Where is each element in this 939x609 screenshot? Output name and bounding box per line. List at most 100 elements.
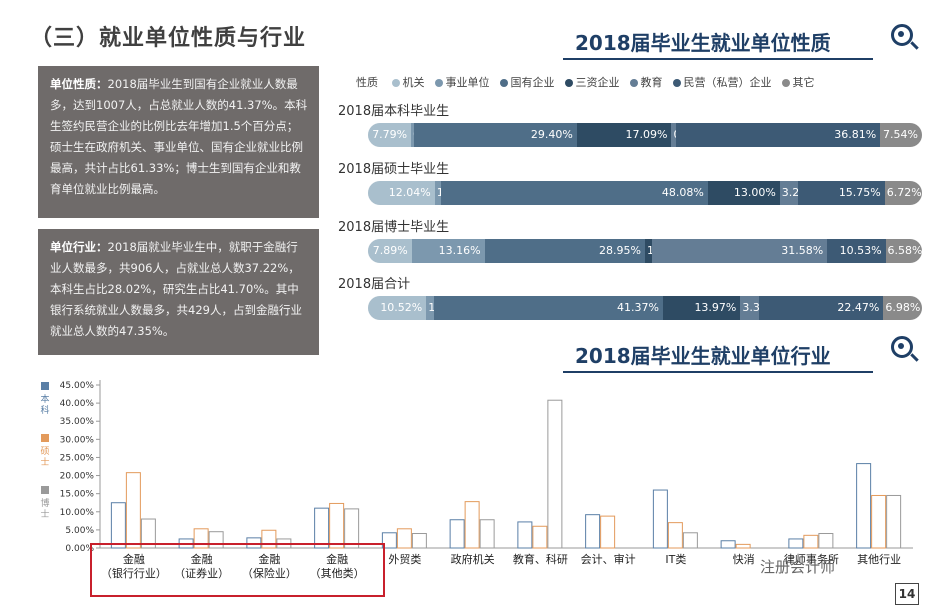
bar <box>652 489 668 549</box>
bar-segment <box>484 239 646 263</box>
data-label: 7.89% <box>372 244 408 257</box>
watermark: 注册会计师 <box>760 558 836 576</box>
x-tick-label: （其他类） <box>310 566 365 580</box>
heading-unit-industry: 2018届毕业生就业单位行业 <box>563 340 873 373</box>
panel-industry-text: 2018届就业毕业生中，就职于金融行业人数最多，共906人，占就业总人数37.2… <box>50 240 302 338</box>
legend-swatch <box>41 486 49 494</box>
x-tick-label: 教育、科研 <box>513 552 568 566</box>
legend-label: 其它 <box>792 76 815 89</box>
bar-segment <box>441 181 709 205</box>
panel-industry-label: 单位行业： <box>50 240 108 254</box>
stacked-bar: 7.79%0.50%29.40%17.09%0.88%36.81%7.54% <box>368 123 922 147</box>
legend-label: 本 <box>40 393 49 405</box>
legend-label: 硕 <box>40 446 49 457</box>
y-tick-label: 35.00% <box>60 417 95 427</box>
bar <box>600 515 616 549</box>
legend-item: 三资企业 <box>564 76 620 89</box>
y-tick-label: 10.00% <box>60 508 95 518</box>
data-label: 7.79% <box>372 128 408 141</box>
bar-segment <box>779 181 799 205</box>
data-label: 6.72% <box>886 186 922 199</box>
bar <box>246 537 262 549</box>
x-tick-label: 金融 <box>326 552 348 566</box>
x-tick-label: 快消 <box>733 552 755 566</box>
bar-segment <box>740 296 760 320</box>
panel-unit-nature: 单位性质：2018届毕业生到国有企业就业人数最多，达到1007人，占总就业人数的… <box>38 66 319 218</box>
heading-nature-text: 2018届毕业生就业单位性质 <box>575 31 831 55</box>
row-label: 2018届博士毕业生 <box>338 220 450 235</box>
x-tick-label: （银行行业） <box>101 566 167 580</box>
legend-swatch <box>41 382 49 390</box>
bar <box>871 494 887 549</box>
bar-segment <box>368 123 413 147</box>
legend-swatch <box>41 434 49 442</box>
bar <box>464 501 480 549</box>
data-label: 13.16% <box>438 244 481 257</box>
bar-segment <box>707 181 781 205</box>
bar-segment <box>884 181 922 205</box>
bar-segment <box>426 296 435 320</box>
bar-segment <box>368 296 428 320</box>
x-tick-label: （保险业） <box>242 566 297 580</box>
heading-nature-underline <box>563 58 873 60</box>
legend-item: 机关 <box>391 76 425 89</box>
row-label: 2018届合计 <box>338 277 411 292</box>
bar <box>735 543 751 549</box>
y-tick-label: 30.00% <box>60 435 95 445</box>
bar <box>396 528 412 549</box>
data-label: 29.40% <box>530 128 573 141</box>
bar-segment <box>368 239 413 263</box>
bar-segment <box>576 123 673 147</box>
bar-segment <box>644 239 654 263</box>
bar <box>517 521 533 549</box>
legend-swatch <box>781 79 790 87</box>
bar-segment <box>885 239 922 263</box>
bar <box>411 533 427 549</box>
data-label: 10.53% <box>839 244 882 257</box>
bar <box>449 519 465 549</box>
bar <box>314 507 330 549</box>
legend-swatch <box>672 79 681 87</box>
bar <box>344 508 360 549</box>
bar-segment <box>827 239 887 263</box>
bar <box>803 534 819 549</box>
data-label: 6.58% <box>887 244 922 257</box>
legend-label: 博 <box>40 497 49 509</box>
legend-swatch <box>564 79 573 87</box>
bar-segment <box>433 296 664 320</box>
bar-segment <box>880 123 922 147</box>
legend-item: 事业单位 <box>434 76 490 89</box>
bar <box>532 525 548 549</box>
panel-nature-label: 单位性质： <box>50 77 108 91</box>
bar <box>886 494 902 549</box>
x-tick-label: 其他行业 <box>857 553 901 566</box>
x-tick-label: 金融 <box>123 552 145 566</box>
heading-unit-nature: 2018届毕业生就业单位性质 <box>563 27 873 60</box>
x-tick-label: 会计、审计 <box>581 552 636 566</box>
bar <box>720 540 736 549</box>
x-tick-label: 政府机关 <box>451 552 495 566</box>
x-tick-label: 金融 <box>258 552 280 566</box>
legend-label: 士 <box>40 456 49 468</box>
bar-segment <box>671 123 678 147</box>
legend-swatch <box>499 79 508 87</box>
legend-title: 性质 <box>356 76 378 89</box>
legend-swatch <box>629 79 638 87</box>
data-label: 41.37% <box>617 301 659 314</box>
legend-label: 国有企业 <box>510 76 555 89</box>
row-label: 2018届硕士毕业生 <box>338 162 450 177</box>
data-label: 15.75% <box>838 186 881 199</box>
row-label: 2018届本科毕业生 <box>338 104 450 119</box>
x-tick-label: 金融 <box>191 552 213 566</box>
y-tick-label: 15.00% <box>60 490 95 500</box>
data-label: 6.98% <box>885 301 921 314</box>
legend-swatch <box>391 79 400 87</box>
legend-label: 事业单位 <box>445 76 490 89</box>
x-tick-label: （证券业） <box>174 566 229 580</box>
data-label: 31.58% <box>781 244 824 257</box>
bar-segment <box>663 296 742 320</box>
legend-item: 国有企业 <box>499 76 555 89</box>
bar-segment <box>368 181 436 205</box>
heading-industry-underline <box>563 371 873 373</box>
x-tick-label: 外贸类 <box>388 552 421 566</box>
